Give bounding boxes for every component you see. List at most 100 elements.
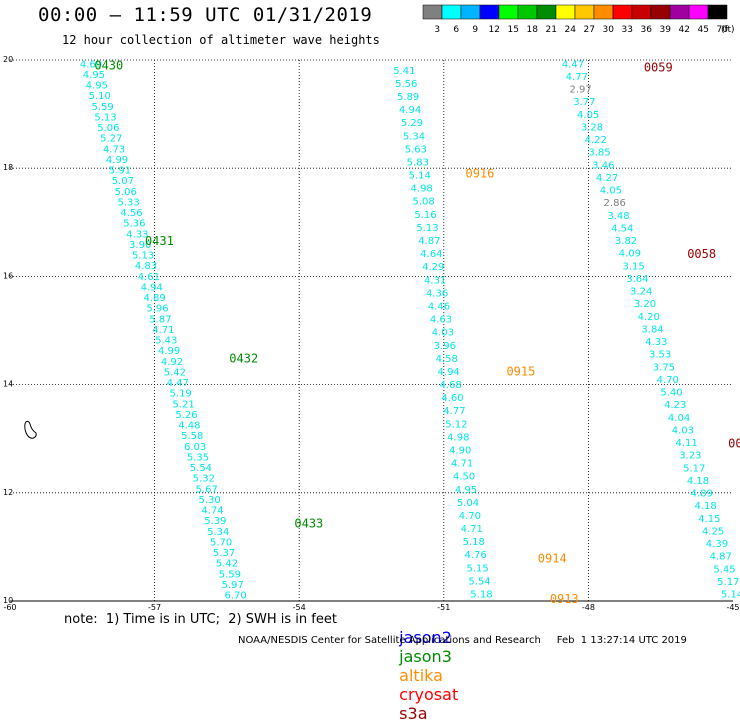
wave-height-value: 5.34 bbox=[403, 131, 425, 142]
y-tick-label: 18 bbox=[3, 163, 13, 172]
wave-height-value: 4.94 bbox=[141, 282, 163, 293]
wave-height-value: 3.82 bbox=[615, 236, 637, 247]
wave-height-value: 3.24 bbox=[630, 287, 652, 298]
wave-height-value: 5.19 bbox=[170, 389, 192, 400]
wave-height-value: 3.77 bbox=[573, 97, 595, 108]
wave-height-value: 3.75 bbox=[653, 362, 675, 373]
wave-height-value: 4.09 bbox=[619, 249, 641, 260]
wave-height-value: 5.29 bbox=[401, 118, 423, 129]
x-tick-label: -45 bbox=[726, 603, 739, 612]
pass-time-label: 0430 bbox=[94, 58, 123, 72]
y-tick-label: 10 bbox=[3, 596, 13, 605]
wave-height-value: 5.13 bbox=[94, 112, 116, 123]
wave-height-value: 5.33 bbox=[117, 197, 139, 208]
wave-height-value: 5.18 bbox=[470, 590, 492, 601]
y-tick-label: 16 bbox=[3, 271, 13, 280]
wave-height-value: 4.83 bbox=[135, 261, 157, 272]
wave-height-value: 4.71 bbox=[461, 524, 483, 535]
island-outline bbox=[25, 421, 36, 438]
wave-height-value: 5.45 bbox=[713, 564, 735, 575]
altimeter-map: -60 -57 -54 -51 -48 -45101214161820 4.694.954.… bbox=[0, 0, 740, 650]
wave-height-value: 4.48 bbox=[178, 421, 200, 432]
wave-height-value: 5.58 bbox=[181, 431, 203, 442]
wave-height-value: 4.03 bbox=[672, 425, 694, 436]
wave-height-value: 5.13 bbox=[416, 223, 438, 234]
wave-height-value: 5.70 bbox=[210, 537, 232, 548]
pass-time-label: 0059 bbox=[644, 60, 673, 74]
wave-height-value: 4.36 bbox=[426, 288, 448, 299]
wave-height-value: 4.15 bbox=[698, 514, 720, 525]
pass-time-label: 0914 bbox=[538, 552, 567, 566]
wave-height-value: 5.14 bbox=[721, 590, 740, 601]
y-tick-label: 14 bbox=[3, 380, 13, 389]
pass-time-label: 0913 bbox=[550, 592, 579, 606]
mission-legend: jason2 jason3 altika cryosat s3a bbox=[389, 609, 466, 723]
wave-height-value: 4.54 bbox=[611, 223, 633, 234]
wave-height-value: 4.47 bbox=[167, 378, 189, 389]
pass-time-label: 005 bbox=[728, 436, 740, 450]
wave-height-value: 4.31 bbox=[424, 275, 446, 286]
wave-height-value: 5.16 bbox=[414, 210, 436, 221]
wave-height-value: 5.14 bbox=[409, 171, 431, 182]
wave-height-value: 4.25 bbox=[702, 526, 724, 537]
wave-height-value: 5.42 bbox=[216, 559, 238, 570]
wave-height-value: 5.26 bbox=[175, 410, 197, 421]
wave-height-value: 5.87 bbox=[149, 314, 171, 325]
wave-height-value: 5.10 bbox=[89, 91, 111, 102]
wave-height-value: 4.73 bbox=[103, 144, 125, 155]
wave-height-value: 4.29 bbox=[422, 262, 444, 273]
wave-height-value: 5.37 bbox=[213, 548, 235, 559]
wave-height-value: 4.18 bbox=[687, 476, 709, 487]
wave-height-value: 4.64 bbox=[420, 249, 442, 260]
wave-height-value: 5.36 bbox=[123, 219, 145, 230]
wave-height-value: 5.54 bbox=[190, 463, 212, 474]
x-tick-label: -48 bbox=[582, 603, 595, 612]
wave-height-value: 4.98 bbox=[411, 184, 433, 195]
wave-height-value: 4.61 bbox=[138, 272, 160, 283]
wave-height-value: 5.34 bbox=[207, 527, 229, 538]
wave-height-value: 3.85 bbox=[588, 148, 610, 159]
wave-height-value: 5.89 bbox=[397, 92, 419, 103]
wave-height-value: 5.08 bbox=[412, 197, 434, 208]
pass-time-label: 0058 bbox=[687, 247, 716, 261]
wave-height-value: 5.21 bbox=[172, 399, 194, 410]
wave-height-value: 4.63 bbox=[430, 315, 452, 326]
wave-height-value: 4.74 bbox=[201, 506, 223, 517]
wave-height-value: 6.03 bbox=[184, 442, 206, 453]
wave-height-value: 4.20 bbox=[638, 312, 660, 323]
wave-height-value: 2.97 bbox=[569, 85, 591, 96]
wave-height-value: 4.23 bbox=[664, 400, 686, 411]
wave-height-value: 4.60 bbox=[441, 393, 463, 404]
legend-cryosat: cryosat bbox=[399, 685, 458, 704]
wave-height-value: 4.89 bbox=[144, 293, 166, 304]
wave-height-value: 3.15 bbox=[622, 261, 644, 272]
wave-height-value: 4.94 bbox=[399, 105, 421, 116]
wave-height-value: 3.20 bbox=[634, 299, 656, 310]
pass-time-label: 0431 bbox=[145, 234, 174, 248]
wave-height-value: 5.32 bbox=[193, 474, 215, 485]
wave-height-value: 5.13 bbox=[132, 251, 154, 262]
wave-height-value: 4.90 bbox=[449, 445, 471, 456]
pass-time-label: 0915 bbox=[506, 365, 535, 379]
x-tick-label: -54 bbox=[293, 603, 306, 612]
wave-height-value: 5.18 bbox=[463, 537, 485, 548]
wave-height-value: 3.84 bbox=[641, 324, 663, 335]
wave-height-value: 5.67 bbox=[196, 484, 218, 495]
wave-height-value: 4.99 bbox=[158, 346, 180, 357]
wave-height-value: 6.70 bbox=[224, 591, 246, 602]
wave-height-value: 5.97 bbox=[222, 580, 244, 591]
wave-height-value: 4.95 bbox=[86, 81, 108, 92]
wave-height-value: 4.71 bbox=[152, 325, 174, 336]
x-tick-label: -57 bbox=[148, 603, 161, 612]
wave-height-value: 4.70 bbox=[657, 375, 679, 386]
wave-height-value: 4.99 bbox=[106, 155, 128, 166]
legend-altika: altika bbox=[399, 666, 443, 685]
wave-height-value: 4.22 bbox=[585, 135, 607, 146]
legend-s3a: s3a bbox=[399, 704, 427, 723]
wave-height-value: 4.94 bbox=[438, 367, 460, 378]
wave-height-value: 4.27 bbox=[596, 173, 618, 184]
wave-height-value: 3.96 bbox=[434, 341, 456, 352]
wave-height-value: 4.04 bbox=[668, 413, 690, 424]
note-text: note: 1) Time is in UTC; 2) SWH is in fe… bbox=[64, 612, 337, 627]
wave-height-value: 5.59 bbox=[91, 102, 113, 113]
